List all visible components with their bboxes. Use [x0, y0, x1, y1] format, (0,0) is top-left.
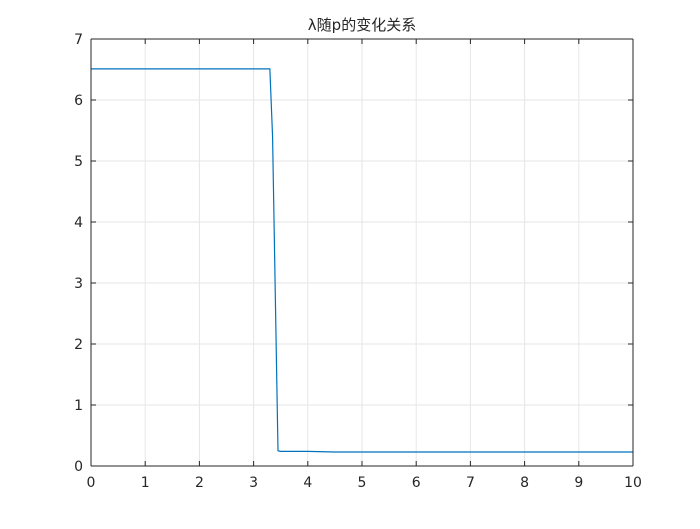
x-tick-label: 7	[466, 475, 475, 491]
y-tick-label: 0	[74, 459, 83, 475]
x-tick-label: 0	[87, 475, 96, 491]
y-tick-label: 6	[74, 93, 83, 109]
y-tick-label: 7	[74, 32, 83, 48]
x-tick-label: 3	[249, 475, 258, 491]
tick-labels: 0 1 2 3 4 5 6 7 8 9 10 0 1 2 3 4 5 6 7	[74, 32, 642, 491]
x-tick-label: 1	[141, 475, 150, 491]
series-layer	[91, 68, 633, 453]
y-tick-label: 5	[74, 154, 83, 170]
x-tick-label: 9	[574, 475, 583, 491]
y-tick-label: 1	[74, 398, 83, 414]
x-tick-label: 10	[624, 475, 642, 491]
x-tick-label: 5	[358, 475, 367, 491]
x-tick-label: 4	[303, 475, 312, 491]
x-tick-label: 2	[195, 475, 204, 491]
axes	[90, 38, 634, 467]
series-line	[91, 68, 633, 453]
y-tick-label: 4	[74, 215, 83, 231]
x-tick-label: 6	[412, 475, 421, 491]
x-tick-label: 8	[520, 475, 529, 491]
y-tick-label: 2	[74, 337, 83, 353]
y-tick-label: 3	[74, 276, 83, 292]
grid-lines	[91, 39, 633, 466]
chart-title: λ随p的变化关系	[308, 16, 416, 34]
